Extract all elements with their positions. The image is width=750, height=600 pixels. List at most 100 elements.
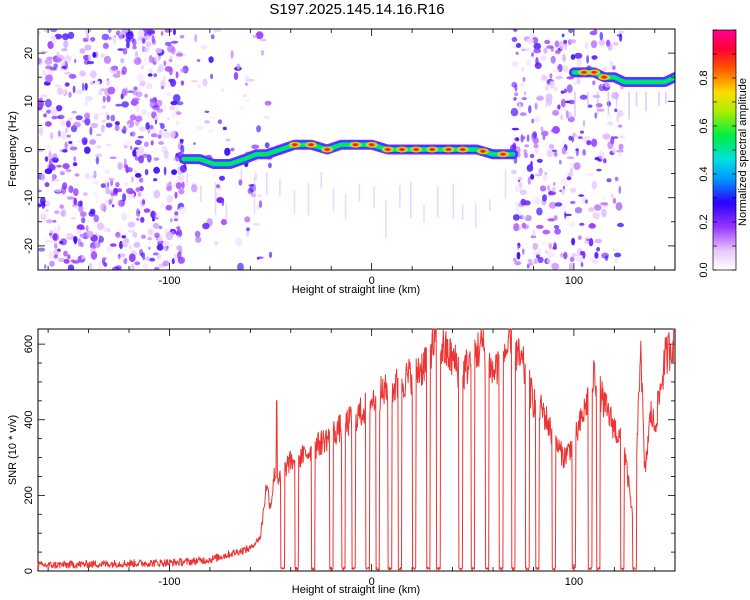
- noise-speckle: [163, 166, 167, 176]
- noise-speckle: [510, 107, 519, 117]
- noise-speckle: [562, 53, 566, 62]
- noise-speckle: [115, 103, 123, 107]
- noise-speckle: [177, 251, 182, 260]
- ridge-peak: [352, 143, 359, 147]
- noise-speckle: [512, 257, 517, 262]
- noise-speckle: [548, 243, 553, 249]
- noise-speckle: [519, 189, 527, 195]
- noise-speckle: [520, 134, 524, 143]
- noise-speckle: [149, 257, 156, 262]
- noise-speckle: [565, 110, 569, 119]
- noise-speckle: [575, 256, 584, 263]
- noise-speckle: [553, 86, 558, 92]
- spectral-streak: [635, 91, 638, 106]
- noise-speckle: [518, 176, 523, 181]
- noise-speckle: [535, 224, 544, 229]
- noise-speckle: [147, 228, 154, 236]
- noise-speckle: [523, 91, 527, 96]
- noise-speckle: [158, 64, 164, 73]
- spectral-streak: [332, 188, 335, 212]
- noise-speckle: [586, 55, 589, 64]
- noise-speckle: [178, 174, 185, 182]
- noise-speckle: [541, 130, 549, 137]
- noise-speckle: [44, 168, 53, 175]
- noise-speckle: [176, 226, 181, 230]
- noise-speckle: [553, 242, 557, 250]
- noise-speckle: [567, 221, 571, 228]
- noise-speckle: [175, 234, 180, 240]
- noise-speckle: [169, 105, 175, 110]
- noise-speckle: [542, 229, 551, 235]
- noise-speckle: [79, 233, 85, 238]
- noise-speckle: [550, 55, 556, 64]
- noise-speckle: [230, 50, 234, 59]
- spectral-streak: [266, 172, 268, 195]
- noise-speckle: [245, 99, 250, 102]
- noise-speckle: [518, 225, 521, 231]
- noise-speckle: [38, 97, 43, 102]
- noise-speckle: [251, 144, 260, 150]
- noise-speckle: [153, 266, 160, 270]
- noise-speckle: [145, 122, 150, 130]
- noise-speckle: [594, 238, 602, 244]
- noise-speckle: [125, 31, 134, 40]
- noise-speckle: [566, 84, 573, 93]
- noise-speckle: [150, 140, 154, 146]
- noise-speckle: [220, 219, 228, 226]
- spectral-streak: [240, 169, 243, 180]
- noise-speckle: [103, 262, 108, 267]
- noise-speckle: [606, 39, 611, 47]
- noise-speckle: [545, 93, 553, 103]
- noise-speckle: [594, 251, 599, 259]
- noise-speckle: [158, 141, 164, 145]
- ridge-peak: [460, 148, 466, 151]
- noise-speckle: [521, 215, 527, 219]
- noise-speckle: [143, 57, 148, 66]
- noise-speckle: [137, 38, 141, 45]
- noise-speckle: [50, 29, 58, 33]
- spectral-streak: [293, 189, 296, 214]
- noise-speckle: [100, 183, 107, 189]
- spectral-streak: [279, 178, 281, 196]
- noise-speckle: [72, 260, 80, 264]
- noise-speckle: [54, 188, 62, 193]
- noise-speckle: [48, 150, 52, 159]
- noise-speckle: [90, 37, 96, 42]
- noise-speckle: [549, 73, 553, 79]
- noise-speckle: [49, 132, 54, 140]
- noise-speckle: [98, 112, 106, 116]
- noise-speckle: [148, 246, 151, 250]
- noise-speckle: [521, 97, 527, 101]
- noise-speckle: [163, 129, 168, 132]
- x-tick-label: 100: [565, 275, 583, 287]
- noise-speckle: [135, 115, 143, 122]
- ridge-peak: [480, 149, 486, 153]
- noise-speckle: [523, 149, 528, 155]
- noise-speckle: [179, 138, 184, 143]
- noise-speckle: [195, 236, 202, 243]
- noise-speckle: [93, 113, 99, 121]
- noise-speckle: [167, 117, 170, 120]
- noise-speckle: [196, 125, 203, 132]
- noise-speckle: [560, 107, 567, 112]
- noise-speckle: [38, 203, 42, 208]
- noise-speckle: [144, 141, 149, 148]
- noise-speckle: [80, 255, 87, 260]
- noise-speckle: [542, 135, 546, 140]
- noise-speckle: [110, 65, 117, 71]
- noise-speckle: [150, 133, 158, 138]
- noise-speckle: [617, 124, 623, 128]
- noise-speckle: [80, 211, 87, 217]
- noise-speckle: [606, 178, 612, 183]
- noise-speckle: [173, 29, 176, 36]
- spectral-streak: [200, 185, 202, 202]
- noise-speckle: [531, 37, 539, 44]
- noise-speckle: [78, 255, 82, 260]
- noise-speckle: [93, 214, 100, 223]
- noise-speckle: [133, 86, 138, 91]
- noise-speckle: [551, 186, 556, 193]
- noise-speckle: [38, 247, 46, 252]
- noise-speckle: [569, 256, 575, 263]
- noise-speckle: [576, 77, 581, 85]
